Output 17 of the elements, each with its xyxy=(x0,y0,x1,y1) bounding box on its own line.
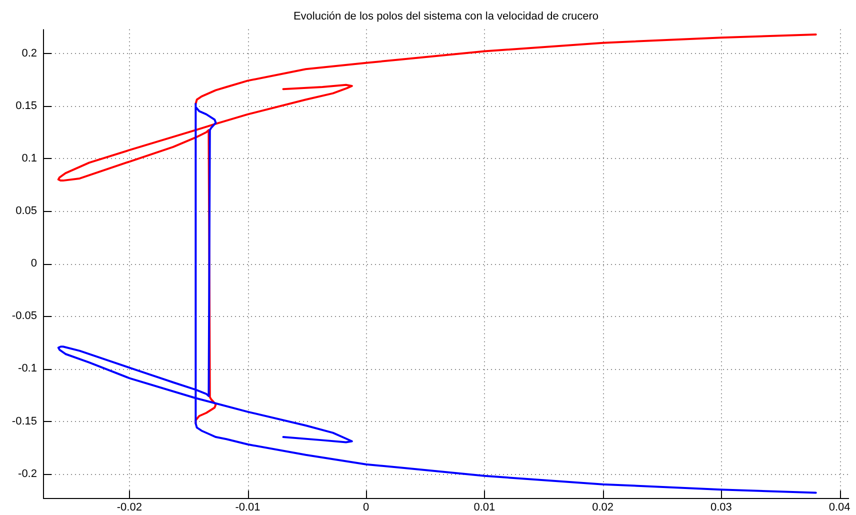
y-tick-label: 0.15 xyxy=(16,100,37,112)
chart-title: Evolución de los polos del sistema con la velocidad de crucero xyxy=(293,10,599,23)
y-tick-label: -0.05 xyxy=(12,310,37,322)
y-tick-label: -0.1 xyxy=(18,362,37,375)
y-tick-label: -0.15 xyxy=(12,415,37,428)
y-tick-label: 0 xyxy=(30,258,37,270)
y-tick-label: 0.2 xyxy=(22,47,37,60)
x-tick-label: 0.01 xyxy=(474,502,496,514)
x-tick-label: -0.02 xyxy=(116,502,142,514)
x-tick-label: -0.01 xyxy=(235,502,260,514)
x-tick-label: 0.02 xyxy=(592,502,614,514)
x-tick-label: 0 xyxy=(363,502,370,514)
x-tick-label: 0.03 xyxy=(710,502,732,514)
y-tick-label: 0.05 xyxy=(16,205,37,218)
y-tick-label: 0.1 xyxy=(22,152,37,165)
y-tick-label: -0.2 xyxy=(18,468,37,480)
x-tick-label: 0.04 xyxy=(828,502,850,514)
